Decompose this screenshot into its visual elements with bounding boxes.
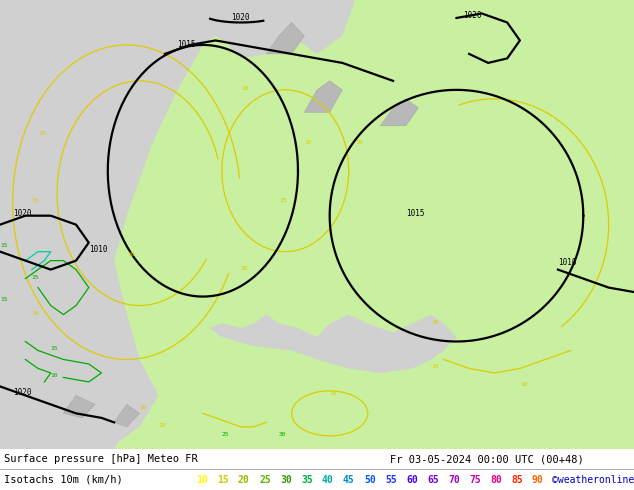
Text: 1020: 1020	[463, 11, 481, 20]
Text: ©weatheronline.co.uk: ©weatheronline.co.uk	[552, 475, 634, 485]
Polygon shape	[266, 23, 304, 54]
Text: 10: 10	[139, 405, 147, 410]
Text: Surface pressure [hPa] Meteo FR: Surface pressure [hPa] Meteo FR	[4, 455, 198, 465]
Polygon shape	[0, 0, 222, 449]
Text: 30: 30	[279, 432, 287, 437]
Text: 50: 50	[364, 475, 376, 485]
Polygon shape	[380, 99, 418, 126]
Text: 20: 20	[158, 423, 166, 428]
Text: Isotachs 10m (km/h): Isotachs 10m (km/h)	[4, 475, 123, 485]
Text: 10: 10	[431, 365, 439, 369]
Text: 65: 65	[427, 475, 439, 485]
Text: 15: 15	[217, 475, 229, 485]
Text: 10: 10	[330, 392, 337, 396]
Text: 15: 15	[279, 198, 287, 203]
Text: 1020: 1020	[13, 389, 31, 397]
Text: 75: 75	[469, 475, 481, 485]
Text: 40: 40	[322, 475, 333, 485]
Text: 1015: 1015	[178, 40, 196, 49]
Text: 10: 10	[355, 140, 363, 145]
Text: 1010: 1010	[558, 258, 576, 267]
Polygon shape	[63, 395, 95, 418]
Text: 10: 10	[431, 319, 439, 324]
Text: 10: 10	[304, 140, 312, 145]
Text: 15: 15	[32, 198, 39, 203]
Polygon shape	[209, 315, 456, 373]
Polygon shape	[165, 0, 355, 68]
Text: 1020: 1020	[13, 209, 31, 218]
Text: 10: 10	[32, 311, 39, 316]
Text: 15: 15	[51, 346, 58, 351]
Polygon shape	[114, 404, 139, 427]
Polygon shape	[0, 0, 178, 449]
Text: 15: 15	[0, 297, 8, 302]
Text: 90: 90	[532, 475, 544, 485]
Text: 70: 70	[448, 475, 460, 485]
Text: 30: 30	[280, 475, 292, 485]
Text: 10: 10	[520, 382, 527, 388]
Text: 35: 35	[301, 475, 313, 485]
Text: 55: 55	[385, 475, 397, 485]
Text: 10: 10	[241, 86, 249, 91]
Text: 85: 85	[511, 475, 523, 485]
Text: 20: 20	[238, 475, 250, 485]
Text: 15: 15	[0, 243, 8, 248]
Text: 25: 25	[259, 475, 271, 485]
Text: 60: 60	[406, 475, 418, 485]
Text: 10: 10	[196, 475, 208, 485]
Text: 45: 45	[343, 475, 355, 485]
Text: 10: 10	[127, 252, 134, 257]
Text: 20: 20	[241, 266, 249, 270]
Text: 10: 10	[51, 373, 58, 378]
Text: 1010: 1010	[89, 245, 107, 254]
Text: 25: 25	[222, 432, 230, 437]
Text: 1015: 1015	[406, 209, 424, 218]
Text: 10: 10	[38, 131, 46, 136]
Polygon shape	[0, 0, 634, 449]
Text: 15: 15	[32, 274, 39, 280]
Polygon shape	[304, 81, 342, 112]
Text: 80: 80	[490, 475, 501, 485]
Text: Fr 03-05-2024 00:00 UTC (00+48): Fr 03-05-2024 00:00 UTC (00+48)	[390, 455, 584, 465]
Text: 1020: 1020	[231, 13, 250, 22]
